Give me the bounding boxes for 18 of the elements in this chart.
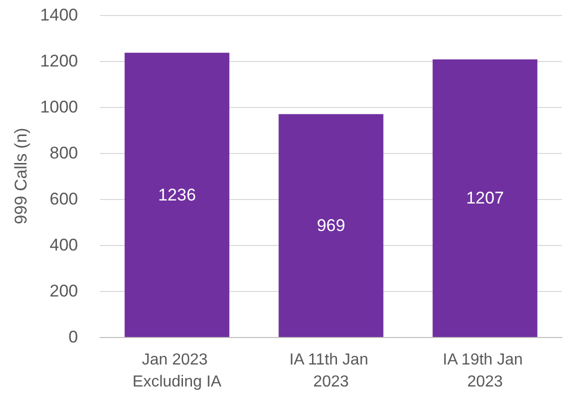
bar bbox=[432, 59, 538, 337]
x-tick-label: Jan 2023 Excluding IA bbox=[132, 352, 222, 390]
y-tick-label: 800 bbox=[50, 144, 78, 162]
y-tick-label: 600 bbox=[50, 190, 78, 208]
x-tick-label: IA 19th Jan 2023 bbox=[442, 352, 528, 390]
y-tick-label: 1200 bbox=[40, 52, 78, 70]
y-tick-label: 0 bbox=[68, 328, 78, 346]
y-tick-label: 1000 bbox=[40, 98, 78, 116]
y-tick-label: 1400 bbox=[40, 6, 78, 24]
data-label: 969 bbox=[316, 216, 346, 236]
data-label: 1207 bbox=[466, 188, 504, 208]
bar bbox=[124, 52, 230, 337]
data-label: 1236 bbox=[158, 185, 196, 204]
bar bbox=[278, 114, 384, 337]
x-tick-label: IA 11th Jan 2023 bbox=[289, 352, 373, 390]
y-axis-title: 999 Calls (n) bbox=[11, 128, 30, 224]
y-tick-label: 400 bbox=[50, 236, 78, 254]
y-tick-label: 200 bbox=[50, 282, 78, 300]
